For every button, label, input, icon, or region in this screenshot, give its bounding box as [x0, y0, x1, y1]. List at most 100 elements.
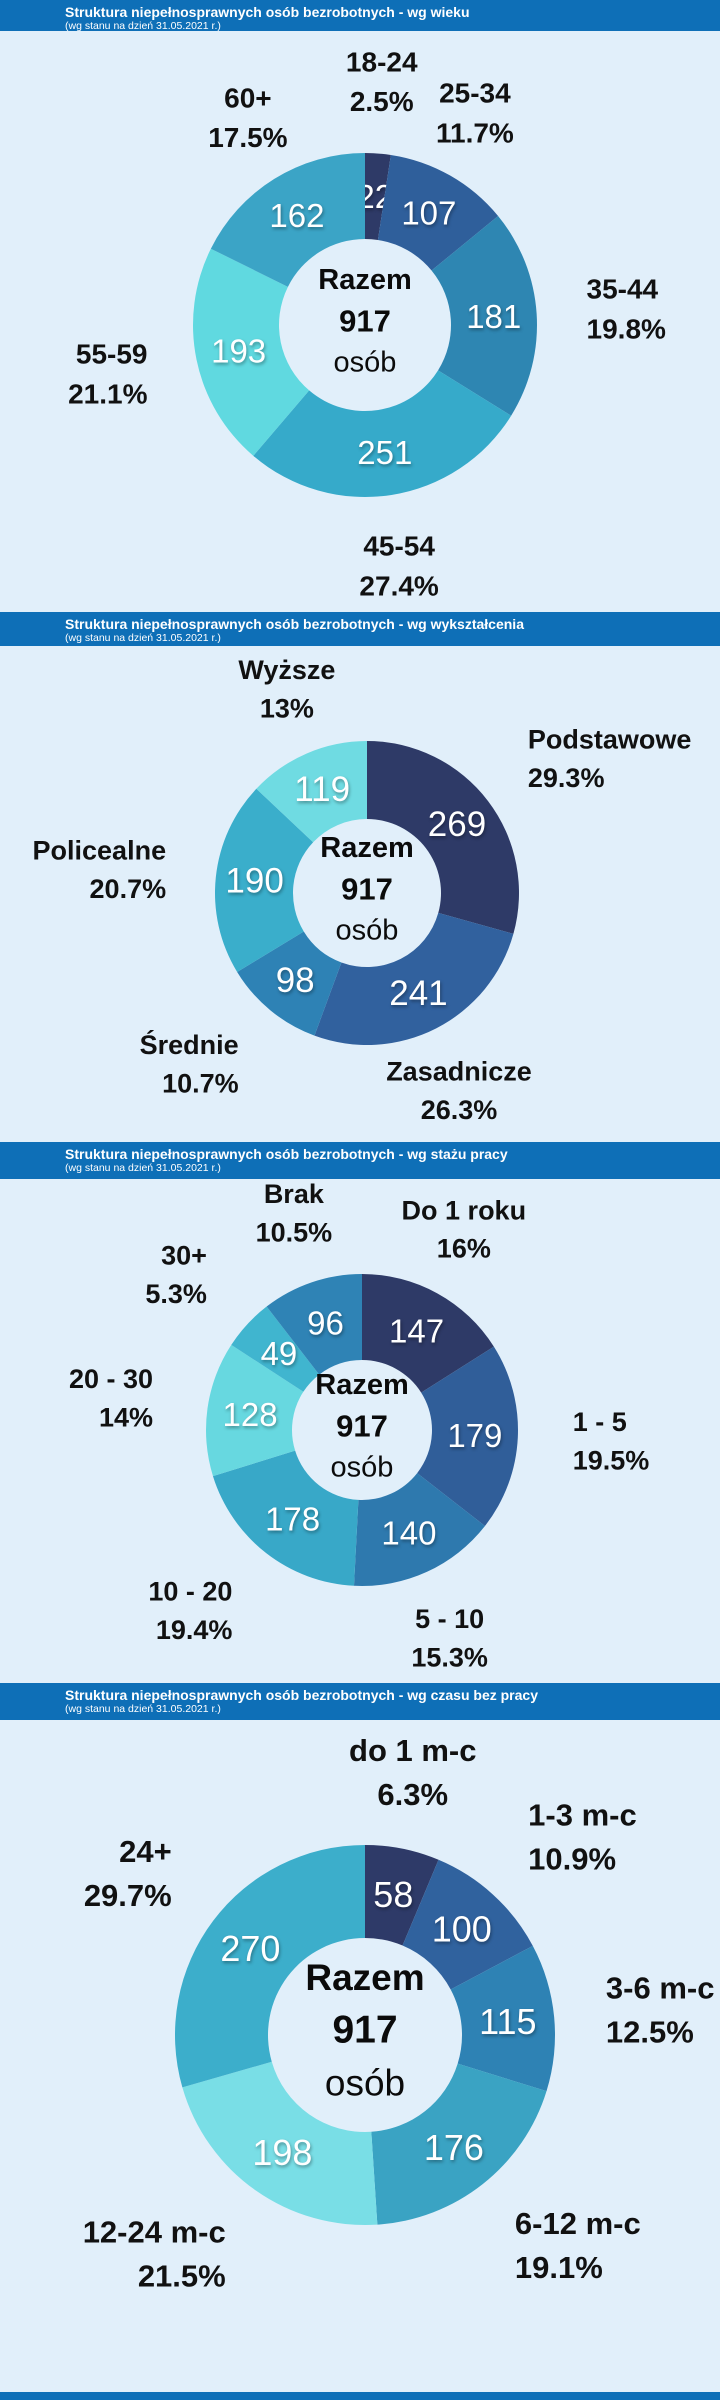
category-name: 35-44: [587, 274, 659, 305]
slice-value-label-Średnie: 98: [276, 961, 315, 1000]
donut-slice-12-24 m-c: [182, 2061, 378, 2225]
category-label-5 - 10: 5 - 10 15.3%: [411, 1604, 488, 1672]
category-percent: 26.3%: [421, 1095, 498, 1125]
slice-value-label-1-3 m-c: 100: [432, 1909, 492, 1950]
category-percent: 27.4%: [359, 570, 438, 601]
slice-value-label-Brak: 96: [307, 1305, 344, 1342]
donut-slice-20 - 30: [206, 1344, 304, 1477]
center-label-line2: 917: [332, 2009, 397, 2052]
donut-svg: 147 Do 1 roku 16% 179 1 - 5 19.5% 140 5 - 10 15.…: [69, 1179, 649, 1672]
category-label-45-54: 45-54 27.4%: [359, 531, 438, 602]
center-label: Razem 917 osób: [318, 264, 412, 379]
center-label: Razem 917 osób: [305, 1957, 424, 2103]
slice-value-label-Policealne: 190: [225, 862, 283, 901]
category-name: 45-54: [363, 531, 435, 562]
donut-slice-45-54: [253, 370, 512, 497]
slice-value-label-5 - 10: 140: [381, 1514, 436, 1551]
category-label-20 - 30: 20 - 30 14%: [69, 1364, 153, 1432]
category-percent: 5.3%: [145, 1279, 207, 1309]
category-percent: 19.8%: [587, 313, 666, 344]
slice-value-label-24+: 270: [220, 1928, 280, 1969]
slice-value-label-25-34: 107: [401, 194, 456, 231]
category-percent: 19.4%: [156, 1615, 233, 1645]
category-label-Podstawowe: Podstawowe 29.3%: [528, 725, 692, 793]
category-label-Zasadnicze: Zasadnicze 26.3%: [386, 1056, 532, 1124]
category-label-55-59: 55-59 21.1%: [68, 339, 147, 410]
slice-value-label-Do 1 roku: 147: [389, 1313, 444, 1350]
donut-slice-do 1 m-c: [365, 1845, 439, 1946]
section-header-time-without-work: Struktura niepełnosprawnych osób bezrobo…: [0, 1683, 720, 1720]
donut-slice-Brak: [266, 1274, 362, 1375]
donut-svg: 58 do 1 m-c 6.3% 100 1-3 m-c 10.9% 115 3-6 m-c 1…: [83, 1733, 715, 2294]
category-name: Średnie: [140, 1029, 239, 1060]
category-percent: 11.7%: [436, 117, 514, 148]
category-percent: 2.5%: [350, 86, 414, 117]
section-title: Struktura niepełnosprawnych osób bezrobo…: [65, 1687, 538, 1703]
donut-slice-Policealne: [215, 788, 314, 972]
category-name: 20 - 30: [69, 1364, 153, 1394]
slice-value-label-do 1 m-c: 58: [373, 1874, 413, 1915]
chart-section-age: Struktura niepełnosprawnych osób bezrobo…: [0, 0, 720, 612]
center-label-line3: osób: [334, 347, 397, 379]
slice-value-label-Wyższe: 119: [294, 770, 350, 809]
donut-slice-1 - 5: [417, 1346, 518, 1527]
category-name: Zasadnicze: [386, 1056, 532, 1086]
donut-slice-18-24: [365, 153, 391, 240]
category-percent: 10.7%: [162, 1069, 239, 1099]
center-label-line3: osób: [325, 2063, 405, 2104]
category-label-Do 1 roku: Do 1 roku 16%: [402, 1195, 527, 1263]
donut-chart-seniority: 147 Do 1 roku 16% 179 1 - 5 19.5% 140 5 - 10 15.…: [0, 1142, 720, 1688]
slice-value-label-Zasadnicze: 241: [389, 974, 447, 1013]
center-label-line1: Razem: [320, 832, 414, 864]
category-name: 1 - 5: [573, 1407, 627, 1437]
category-label-60+: 60+ 17.5%: [208, 82, 287, 153]
center-label-line2: 917: [336, 1409, 388, 1444]
donut-slice-5 - 10: [353, 1473, 485, 1586]
section-title: Struktura niepełnosprawnych osób bezrobo…: [65, 4, 470, 20]
donut-slice-Zasadnicze: [314, 912, 514, 1045]
category-label-Wyższe: Wyższe 13%: [238, 655, 335, 723]
category-label-18-24: 18-24 2.5%: [346, 46, 418, 117]
slice-value-label-Podstawowe: 269: [428, 805, 486, 844]
donut-slice-35-44: [431, 216, 537, 416]
donut-chart-education: 269 Podstawowe 29.3% 241 Zasadnicze 26.3% 98 Śr…: [0, 612, 720, 1147]
category-percent: 19.1%: [515, 2250, 603, 2285]
donut-slice-3-6 m-c: [450, 1945, 555, 2092]
section-subtitle: (wg stanu na dzień 31.05.2021 r.): [65, 1703, 221, 1715]
slice-value-label-10 - 20: 178: [265, 1501, 320, 1538]
category-name: 60+: [224, 82, 272, 113]
section-header-education: Struktura niepełnosprawnych osób bezrobo…: [0, 612, 720, 646]
category-name: 3-6 m-c: [606, 1970, 715, 2005]
center-label: Razem 917 osób: [320, 832, 414, 947]
donut-slice-24+: [175, 1845, 365, 2088]
category-name: 24+: [119, 1834, 172, 1869]
center-label-line2: 917: [341, 872, 393, 907]
category-percent: 21.5%: [138, 2259, 226, 2294]
category-label-10 - 20: 10 - 20 19.4%: [148, 1577, 232, 1645]
donut-slice-Do 1 roku: [362, 1274, 494, 1393]
category-label-3-6 m-c: 3-6 m-c 12.5%: [606, 1970, 715, 2049]
category-name: Do 1 roku: [402, 1195, 527, 1225]
category-percent: 15.3%: [411, 1642, 488, 1672]
section-title: Struktura niepełnosprawnych osób bezrobo…: [65, 1146, 508, 1162]
slice-value-label-12-24 m-c: 198: [252, 2132, 312, 2173]
slice-value-label-6-12 m-c: 176: [424, 2127, 484, 2168]
category-label-do 1 m-c: do 1 m-c 6.3%: [349, 1733, 476, 1812]
category-percent: 20.7%: [90, 874, 167, 904]
slice-value-label-35-44: 181: [466, 298, 521, 335]
category-percent: 12.5%: [606, 2014, 694, 2049]
category-name: 5 - 10: [415, 1604, 484, 1634]
donut-slice-10 - 20: [212, 1450, 359, 1586]
category-label-30+: 30+ 5.3%: [145, 1241, 207, 1309]
chart-section-time-without-work: Struktura niepełnosprawnych osób bezrobo…: [0, 1683, 720, 2400]
donut-slice-6-12 m-c: [371, 2063, 547, 2225]
slice-value-label-30+: 49: [261, 1335, 298, 1372]
category-name: Brak: [264, 1179, 325, 1209]
category-label-Policealne: Policealne 20.7%: [33, 836, 167, 904]
chart-section-seniority: Struktura niepełnosprawnych osób bezrobo…: [0, 1142, 720, 1683]
category-name: Wyższe: [238, 655, 335, 685]
category-name: 25-34: [439, 78, 511, 109]
category-label-1-3 m-c: 1-3 m-c 10.9%: [528, 1798, 637, 1877]
center-label-line3: osób: [331, 1452, 394, 1484]
